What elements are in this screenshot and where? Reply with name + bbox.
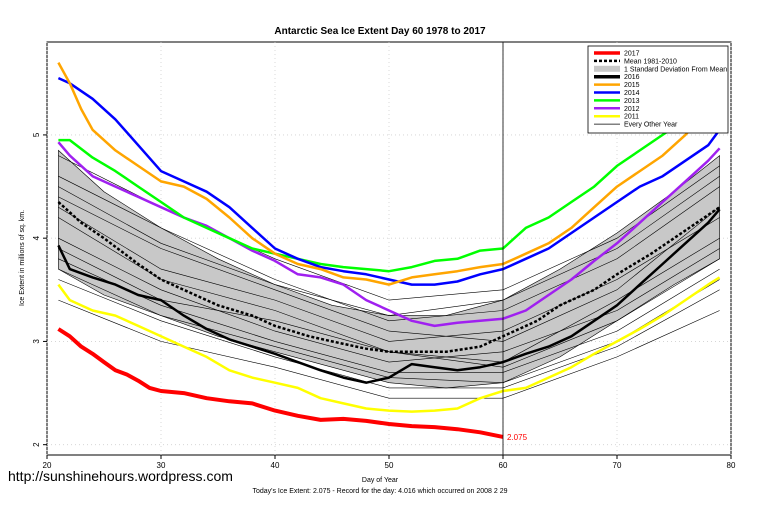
x-axis-label: Day of Year — [362, 477, 399, 484]
series-line-2011 — [57, 276, 721, 413]
series-line-2013 — [58, 105, 721, 273]
x-tick-label: 60 — [499, 461, 508, 470]
x-tick-label: 30 — [157, 461, 166, 470]
series-line-other-year — [58, 175, 720, 322]
legend-label: 2013 — [624, 98, 640, 105]
y-tick-label: 2 — [32, 442, 41, 447]
series-line-other-year — [58, 299, 720, 399]
plot-area: 2.075 20 30 40 50 60 70 80 2 3 4 5 — [32, 41, 736, 470]
series-line-other-year — [58, 196, 720, 342]
series-line-other-year — [58, 237, 720, 363]
footer-text: Today's Ice Extent: 2.075 - Record for t… — [252, 488, 507, 495]
chart-title: Antarctic Sea Ice Extent Day 60 1978 to … — [274, 26, 486, 37]
legend-label: 2017 — [624, 51, 640, 58]
x-tick-label: 20 — [43, 461, 52, 470]
legend-label: Every Other Year — [624, 122, 678, 129]
x-tick-label: 80 — [727, 461, 736, 470]
series-line-2017 — [57, 327, 504, 439]
legend-label: 2016 — [624, 74, 640, 81]
y-tick-label: 3 — [32, 339, 41, 344]
legend-label: 2012 — [624, 106, 640, 113]
series-line-other-year — [58, 206, 720, 342]
legend-label: 1 Standard Deviation From Mean — [624, 66, 727, 73]
x-tick-label: 40 — [271, 461, 280, 470]
y-tick-label: 5 — [32, 132, 41, 137]
legend-label: 2015 — [624, 82, 640, 89]
legend-label: 2014 — [624, 90, 640, 97]
series-line-other-year — [58, 279, 720, 389]
y-tick-label: 4 — [32, 235, 41, 240]
x-tick-label: 50 — [385, 461, 394, 470]
legend-swatch — [594, 65, 620, 72]
legend-label: Mean 1981-2010 — [624, 58, 677, 65]
current-value-label: 2.075 — [507, 433, 528, 442]
source-url: http://sunshinehours.wordpress.com — [8, 468, 233, 484]
x-tick-label: 70 — [613, 461, 622, 470]
series-line-mean — [57, 201, 721, 354]
series-line-other-year — [58, 258, 720, 373]
series-line-2015 — [57, 61, 721, 286]
series-line-2012 — [57, 141, 721, 328]
series-line-2016 — [57, 208, 721, 384]
y-axis-label: Ice Extent in millions of sq. km. — [19, 210, 26, 306]
series-line-other-year — [58, 175, 720, 316]
legend-label: 2011 — [624, 114, 639, 121]
series-line-2014 — [57, 76, 721, 286]
